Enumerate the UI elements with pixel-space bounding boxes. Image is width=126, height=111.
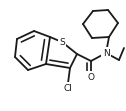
Text: S: S bbox=[59, 38, 65, 47]
Text: O: O bbox=[87, 72, 94, 81]
Text: Cl: Cl bbox=[64, 83, 72, 92]
Text: N: N bbox=[103, 49, 109, 57]
